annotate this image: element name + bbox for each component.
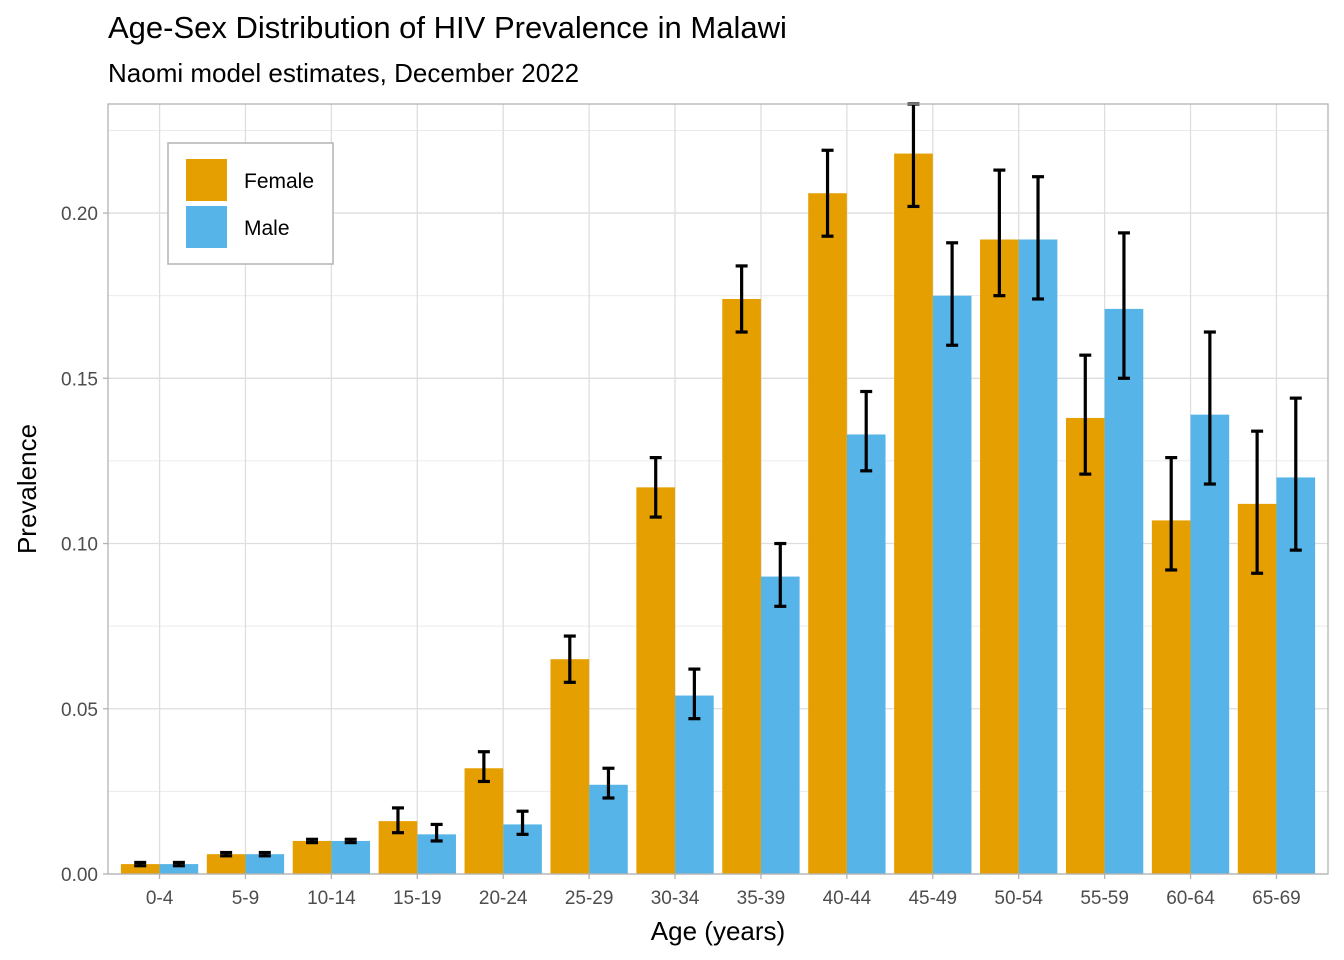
bar-male-25-29	[589, 784, 628, 874]
errorbar-male-50-54	[1032, 175, 1045, 301]
x-tick-label: 10-14	[307, 888, 356, 909]
x-tick-label: 50-54	[994, 888, 1043, 909]
errorbar-male-40-44	[860, 389, 873, 473]
errorbar-female-25-29	[563, 634, 576, 684]
errorbar-female-50-54	[993, 168, 1006, 298]
errorbar-female-35-39	[735, 264, 748, 334]
x-tick-label: 45-49	[908, 888, 957, 909]
bar-female-55-59	[1065, 417, 1105, 874]
bar-male-60-64	[1190, 414, 1230, 874]
x-tick-label: 65-69	[1252, 888, 1301, 909]
errorbar-female-0-4	[134, 860, 147, 868]
errorbar-female-30-34	[649, 456, 662, 519]
x-tick-label: 0-4	[146, 888, 174, 909]
errorbar-male-55-59	[1117, 231, 1130, 380]
errorbar-male-5-9	[258, 850, 271, 858]
bar-male-50-54	[1018, 239, 1058, 875]
bar-male-45-49	[932, 295, 972, 874]
x-tick-label: 35-39	[737, 888, 786, 909]
errorbar-female-20-24	[477, 750, 490, 784]
errorbar-female-15-19	[391, 806, 404, 835]
bar-male-30-34	[675, 695, 714, 874]
x-tick-label: 25-29	[565, 888, 614, 909]
y-tick-label: 0.10	[61, 535, 98, 556]
legend-key-female	[186, 159, 227, 201]
legend: Female Male	[167, 142, 334, 265]
legend-label-male: Male	[244, 217, 290, 240]
bar-female-0-4	[120, 864, 160, 874]
bar-female-20-24	[464, 768, 504, 874]
errorbar-male-0-4	[172, 860, 185, 868]
chart-title: Age-Sex Distribution of HIV Prevalence i…	[108, 10, 787, 45]
bar-female-45-49	[894, 153, 933, 875]
plot-border	[107, 103, 1329, 875]
errorbar-male-20-24	[516, 809, 529, 836]
bar-male-35-39	[760, 576, 800, 874]
bar-male-10-14	[331, 840, 371, 874]
errorbar-male-65-69	[1289, 396, 1302, 552]
bar-male-0-4	[159, 864, 199, 874]
errorbar-male-10-14	[344, 837, 357, 845]
errorbar-female-60-64	[1165, 456, 1178, 572]
bar-female-60-64	[1151, 520, 1191, 874]
errorbar-male-60-64	[1203, 330, 1216, 486]
y-tick-label: 0.00	[61, 865, 98, 886]
chart-subtitle: Naomi model estimates, December 2022	[108, 58, 580, 88]
errorbar-male-35-39	[774, 541, 787, 608]
errorbar-male-15-19	[430, 822, 443, 843]
y-axis-title: Prevalence	[12, 424, 42, 554]
errorbar-female-10-14	[306, 837, 319, 845]
x-tick-label: 40-44	[823, 888, 872, 909]
bar-female-35-39	[722, 298, 761, 875]
bar-female-40-44	[808, 193, 847, 874]
x-tick-label: 15-19	[393, 888, 442, 909]
legend-label-female: Female	[244, 170, 314, 193]
bar-female-50-54	[980, 239, 1019, 875]
bar-female-25-29	[550, 659, 590, 874]
legend-key-male	[186, 206, 227, 248]
x-tick-label: 5-9	[232, 888, 259, 909]
x-tick-label: 60-64	[1166, 888, 1215, 909]
errorbar-female-55-59	[1079, 353, 1092, 476]
bar-female-10-14	[292, 840, 332, 874]
y-tick-label: 0.05	[61, 700, 98, 721]
errorbar-female-40-44	[821, 148, 834, 238]
bar-female-30-34	[636, 487, 676, 874]
errorbar-female-5-9	[220, 850, 233, 858]
x-tick-label: 20-24	[479, 888, 528, 909]
errorbar-male-45-49	[946, 241, 959, 347]
errorbar-male-25-29	[602, 766, 615, 800]
bar-male-40-44	[846, 434, 886, 874]
x-tick-label: 30-34	[651, 888, 700, 909]
y-tick-label: 0.15	[61, 369, 98, 390]
bar-male-55-59	[1104, 308, 1144, 874]
y-tick-label: 0.20	[61, 204, 98, 225]
bar-male-5-9	[245, 854, 285, 874]
bar-female-5-9	[206, 854, 246, 874]
x-axis-title: Age (years)	[651, 916, 785, 946]
errorbar-female-65-69	[1251, 429, 1264, 575]
x-tick-label: 55-59	[1080, 888, 1129, 909]
errorbar-male-30-34	[688, 667, 701, 721]
